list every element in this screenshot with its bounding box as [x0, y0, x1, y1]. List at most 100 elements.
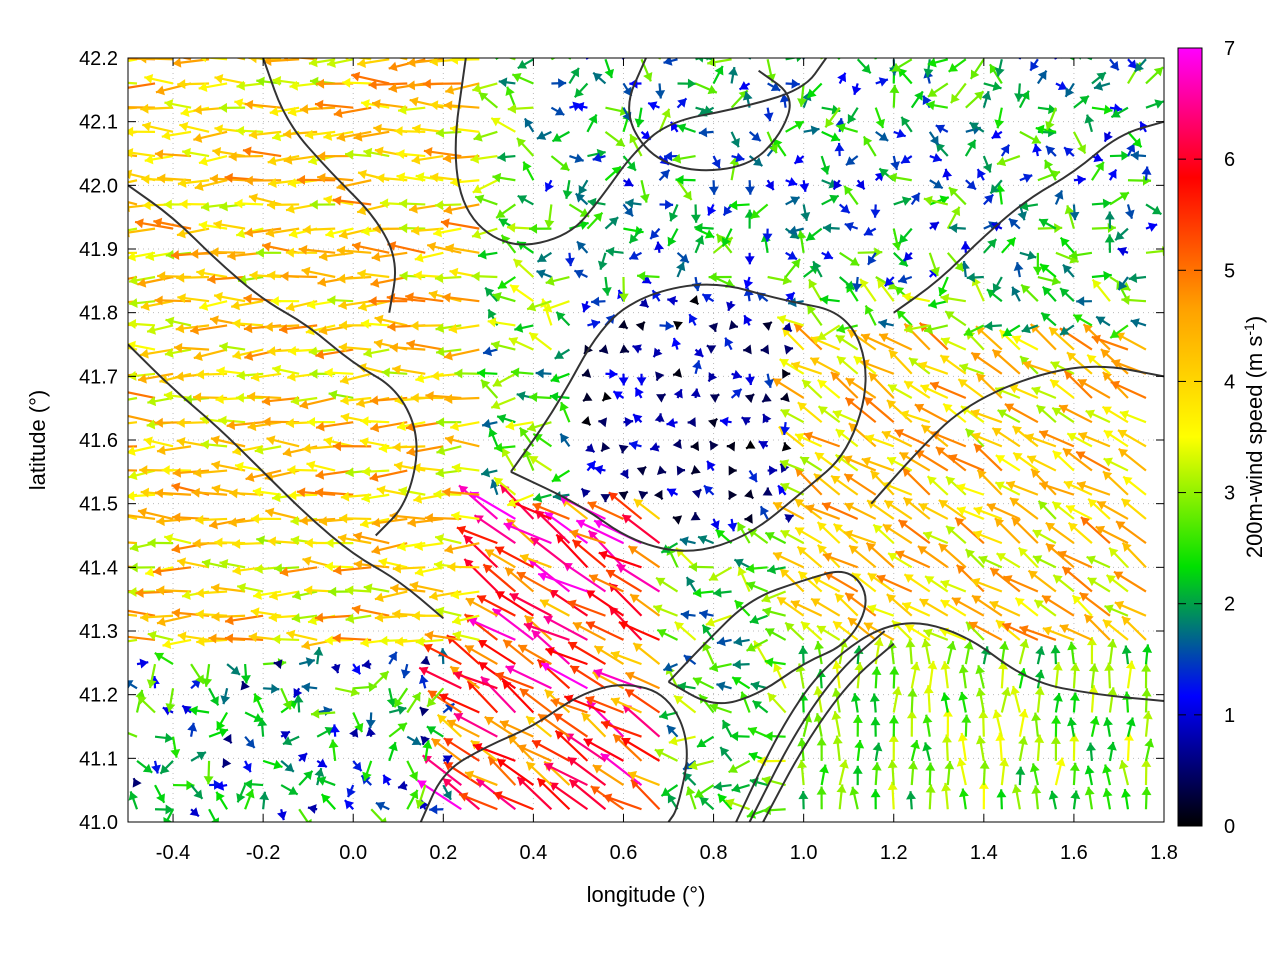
wind-vector [366, 727, 376, 737]
wind-vector [128, 275, 138, 280]
wind-vector [330, 663, 341, 674]
plot-area [128, 58, 1164, 822]
wind-vector [784, 344, 794, 355]
wind-vector [473, 130, 498, 142]
wind-vector [622, 155, 637, 172]
wind-vector [581, 300, 591, 313]
wind-vector [690, 388, 701, 399]
wind-vector [728, 465, 737, 476]
wind-vector [692, 677, 715, 690]
wind-vector [1024, 433, 1057, 448]
wind-vector [888, 172, 912, 183]
wind-vector [128, 445, 138, 448]
wind-vector [306, 417, 336, 428]
wind-vector [970, 409, 1003, 424]
wind-vector [762, 487, 773, 496]
wind-vector [200, 439, 228, 450]
wind-vector [709, 440, 719, 451]
wind-vector [240, 680, 250, 691]
wind-vector [146, 324, 174, 335]
wind-vector [654, 748, 679, 762]
wind-vector [314, 99, 354, 110]
wind-vector [128, 300, 138, 304]
wind-vector [629, 593, 661, 617]
wind-vector [887, 781, 898, 810]
wind-vector [676, 251, 690, 264]
wind-vector [785, 120, 805, 133]
wind-vector [349, 727, 359, 738]
wind-vector [1091, 104, 1113, 115]
wind-vector [897, 274, 913, 284]
wind-vector [992, 276, 1003, 293]
wind-vector [1109, 191, 1130, 206]
wind-vector [154, 804, 174, 815]
wind-vector [135, 587, 174, 598]
wind-vector [1124, 204, 1135, 220]
wind-vector [1091, 222, 1116, 233]
wind-vector [1072, 131, 1087, 155]
wind-vector [647, 101, 660, 111]
wind-vector [820, 58, 823, 60]
contour-line-inner-ridge-2 [762, 642, 895, 822]
wind-vector [1018, 90, 1030, 109]
wind-vector [658, 58, 662, 60]
colorbar [1177, 47, 1203, 827]
wind-vector [199, 300, 228, 311]
x-tick-label: 1.0 [790, 842, 818, 864]
wind-vector [1107, 168, 1118, 181]
wind-vector [851, 572, 877, 593]
wind-vector [360, 416, 390, 427]
wind-vector [1049, 378, 1075, 399]
wind-vector [800, 204, 811, 222]
wind-vector [782, 368, 791, 379]
wind-vector [559, 401, 571, 423]
wind-vector [210, 247, 246, 258]
wind-vector [484, 548, 516, 569]
colorbar-title-main: 200m-wind speed (m s [1242, 336, 1267, 559]
wind-vector [865, 541, 895, 569]
wind-vector [656, 628, 679, 641]
wind-vector [195, 514, 228, 525]
wind-vector [798, 645, 809, 665]
wind-vector [688, 561, 714, 572]
wind-vector [154, 732, 174, 743]
wind-vector [1037, 170, 1061, 182]
wind-vector [923, 685, 934, 713]
wind-vector [991, 129, 1003, 140]
wind-vector [210, 583, 246, 594]
wind-vector [410, 392, 444, 403]
wind-vector [1039, 263, 1057, 278]
wind-vector [128, 635, 156, 642]
wind-vector [659, 710, 678, 720]
wind-vector [1068, 250, 1093, 261]
wind-vector [344, 799, 355, 811]
colorbar-tick-label: 2 [1224, 594, 1235, 616]
wind-vector [336, 130, 372, 142]
wind-vector [997, 409, 1021, 424]
wind-vector [799, 456, 823, 472]
x-tick-label: 0.2 [429, 842, 457, 864]
wind-vector [458, 484, 499, 520]
wind-vector [128, 469, 138, 472]
wind-vector [536, 130, 552, 140]
wind-vector [1083, 613, 1111, 641]
wind-vector [592, 764, 625, 786]
wind-vector [824, 107, 841, 129]
wind-vector [419, 706, 430, 717]
wind-vector [450, 177, 480, 188]
wind-vector [1084, 765, 1095, 786]
wind-vector [529, 223, 552, 234]
wind-vector [863, 396, 895, 424]
wind-vector [1077, 378, 1111, 399]
wind-vector [1127, 175, 1152, 186]
wind-vector [692, 587, 714, 598]
wind-vector [587, 529, 625, 569]
wind-vector [472, 743, 516, 762]
wind-vector [856, 58, 872, 75]
wind-vector [147, 537, 174, 548]
wind-vector [128, 445, 156, 456]
wind-vector [955, 564, 985, 593]
wind-vector [965, 179, 977, 191]
wind-vector [737, 566, 751, 592]
y-axis-title: latitude (°) [25, 390, 50, 491]
